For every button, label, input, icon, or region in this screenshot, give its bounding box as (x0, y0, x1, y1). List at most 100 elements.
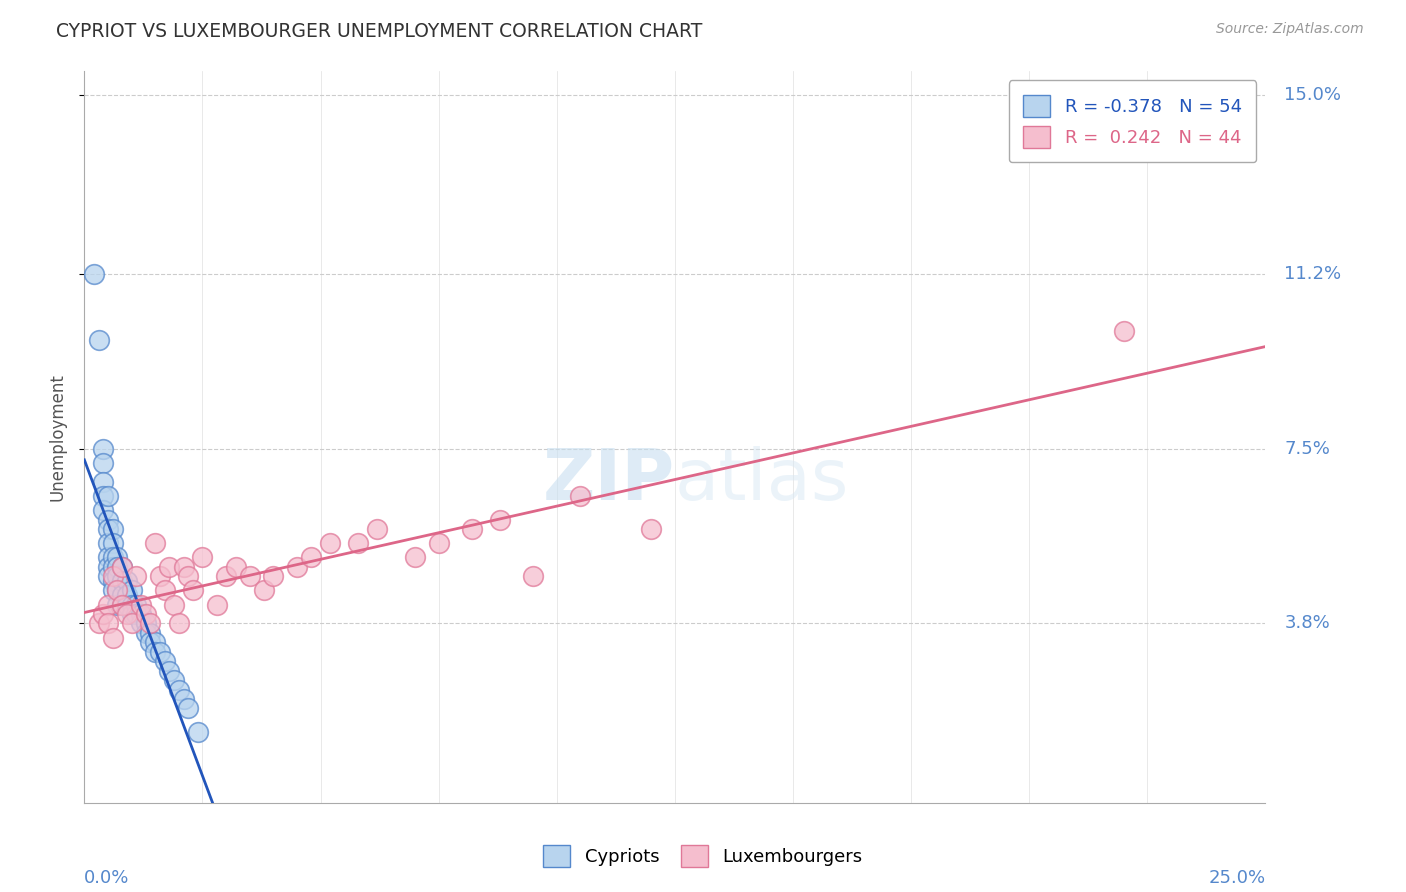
Point (427, 536, 450, 550)
Point (181, 583, 204, 598)
Point (125, 569, 148, 583)
Point (1112, 324, 1135, 338)
Point (129, 607, 152, 621)
Text: 3.8%: 3.8% (1284, 615, 1330, 632)
Point (191, 550, 214, 565)
Point (163, 598, 186, 612)
Point (107, 583, 129, 598)
Point (173, 692, 195, 706)
Point (143, 536, 166, 550)
Point (149, 645, 172, 659)
Point (107, 598, 129, 612)
Point (97, 536, 120, 550)
Point (115, 607, 138, 621)
Point (253, 583, 276, 598)
Legend: Cypriots, Luxembourgers: Cypriots, Luxembourgers (536, 838, 870, 874)
Point (135, 607, 157, 621)
Point (115, 598, 138, 612)
Point (215, 569, 238, 583)
Point (225, 559, 247, 574)
Point (139, 616, 162, 631)
Point (167, 616, 190, 631)
Point (97, 616, 120, 631)
Point (107, 583, 129, 598)
Point (239, 569, 262, 583)
Point (111, 574, 134, 588)
Point (157, 664, 180, 678)
Point (87, 616, 110, 631)
Point (489, 513, 512, 527)
Point (97, 513, 120, 527)
Point (97, 489, 120, 503)
Point (319, 536, 342, 550)
Point (101, 583, 124, 598)
Point (262, 569, 284, 583)
Point (167, 682, 190, 697)
Point (461, 522, 484, 536)
Point (149, 569, 172, 583)
Point (153, 583, 176, 598)
Point (205, 598, 228, 612)
Point (121, 616, 143, 631)
Point (177, 569, 200, 583)
Point (91, 607, 114, 621)
Point (101, 559, 124, 574)
Point (640, 522, 662, 536)
Point (153, 654, 176, 668)
Point (97, 550, 120, 565)
Text: 25.0%: 25.0% (1208, 869, 1265, 887)
Point (285, 559, 308, 574)
Point (139, 626, 162, 640)
Point (121, 583, 143, 598)
Point (91, 503, 114, 517)
Point (129, 616, 152, 631)
Text: atlas: atlas (675, 447, 849, 516)
Point (97, 598, 120, 612)
Point (101, 522, 124, 536)
Point (522, 569, 544, 583)
Point (187, 725, 209, 739)
Point (83, 267, 105, 281)
Point (143, 645, 166, 659)
Point (299, 550, 322, 565)
Legend: R = -0.378   N = 54, R =  0.242   N = 44: R = -0.378 N = 54, R = 0.242 N = 44 (1010, 80, 1257, 162)
Point (125, 598, 148, 612)
Point (115, 574, 138, 588)
Point (101, 536, 124, 550)
Point (97, 569, 120, 583)
Point (173, 559, 195, 574)
Point (91, 442, 114, 456)
Point (139, 635, 162, 649)
Point (91, 475, 114, 489)
Point (111, 559, 134, 574)
Text: 0.0%: 0.0% (84, 869, 129, 887)
Point (101, 631, 124, 645)
Point (101, 569, 124, 583)
Point (111, 588, 134, 602)
Point (115, 588, 138, 602)
Point (129, 598, 152, 612)
Point (143, 635, 166, 649)
Point (101, 574, 124, 588)
Point (97, 559, 120, 574)
Point (125, 607, 148, 621)
Text: Source: ZipAtlas.com: Source: ZipAtlas.com (1216, 22, 1364, 37)
Text: 11.2%: 11.2% (1284, 265, 1341, 284)
Point (121, 598, 143, 612)
Point (177, 701, 200, 715)
Point (111, 598, 134, 612)
Point (97, 522, 120, 536)
Point (101, 550, 124, 565)
Point (569, 489, 592, 503)
Point (107, 550, 129, 565)
Point (135, 616, 157, 631)
Point (135, 626, 157, 640)
Text: CYPRIOT VS LUXEMBOURGER UNEMPLOYMENT CORRELATION CHART: CYPRIOT VS LUXEMBOURGER UNEMPLOYMENT COR… (56, 22, 703, 41)
Point (111, 598, 134, 612)
Text: ZIP: ZIP (543, 447, 675, 516)
Point (404, 550, 426, 565)
Point (107, 559, 129, 574)
Point (366, 522, 388, 536)
Point (87, 334, 110, 348)
Text: 7.5%: 7.5% (1284, 440, 1330, 458)
